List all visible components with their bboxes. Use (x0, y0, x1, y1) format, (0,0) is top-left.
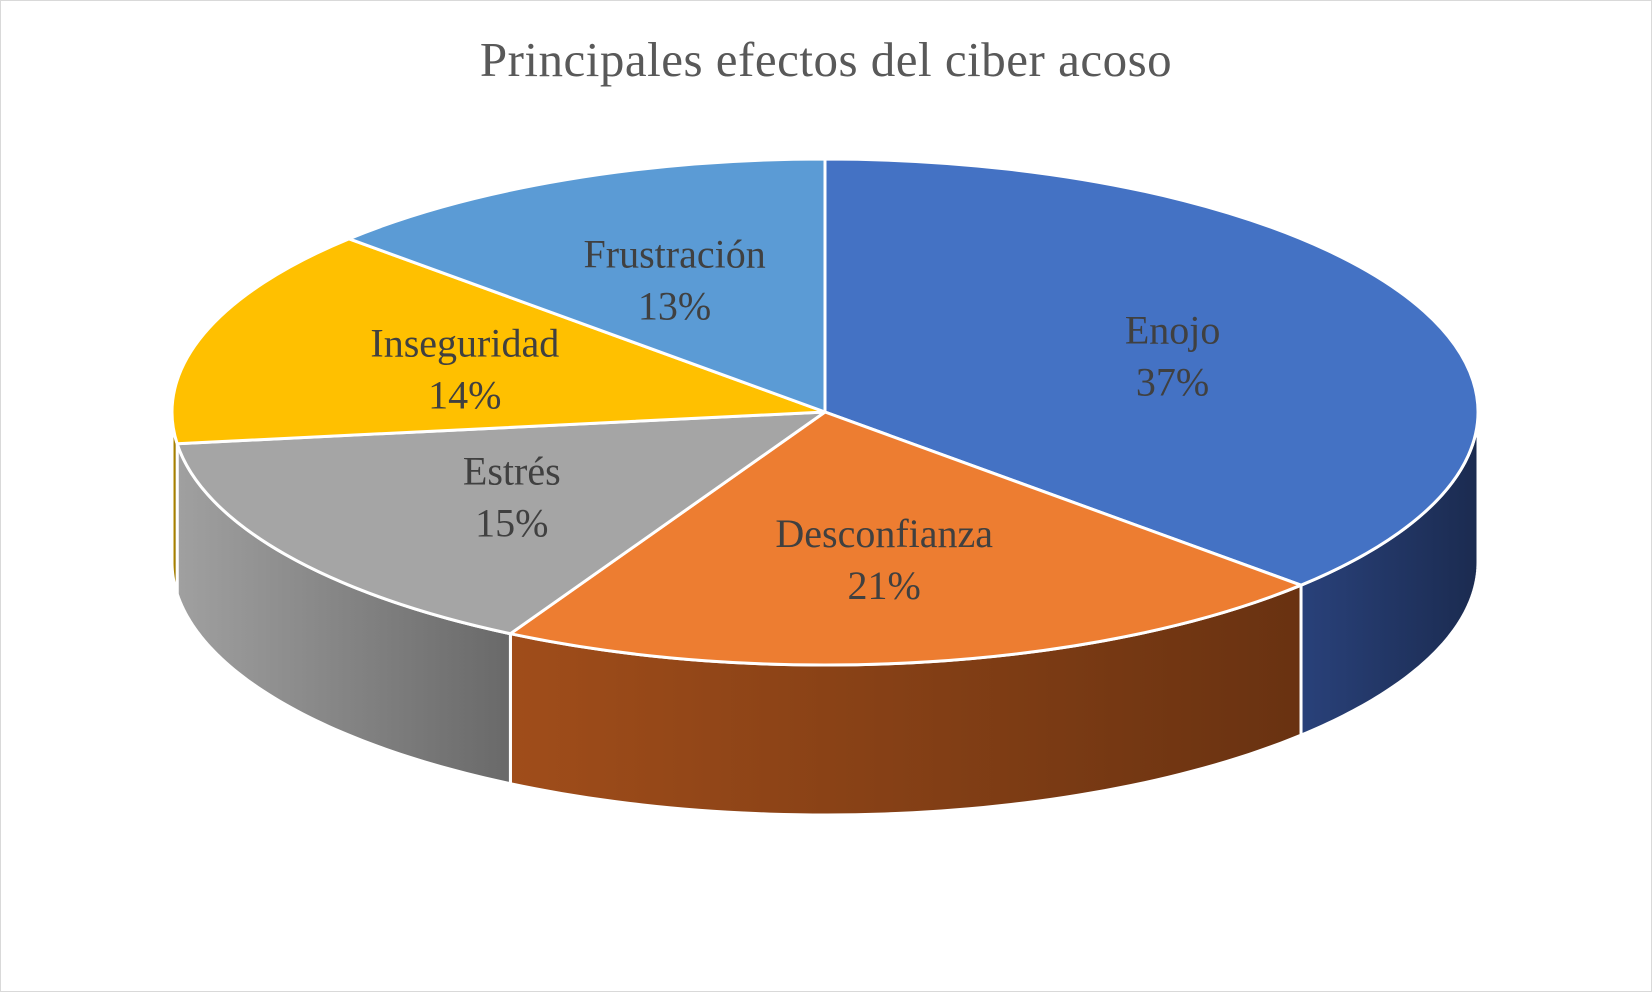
pie-slice-enojo (823, 157, 1480, 587)
data-label-category: Estrés (463, 449, 561, 494)
data-label-value: 37% (1136, 360, 1209, 405)
data-label-category: Inseguridad (370, 321, 559, 366)
pie-sides (170, 410, 1480, 817)
data-label-desconfianza: Desconfianza 21% (775, 511, 993, 608)
pie-slice-frustracion (347, 157, 827, 414)
pie-tops (170, 157, 1480, 667)
data-label-frustracion: Frustración 13% (584, 231, 766, 328)
data-label-enojo: Enojo 37% (1125, 308, 1221, 405)
data-label-value: 21% (848, 563, 921, 608)
data-label-value: 13% (638, 283, 711, 328)
pie-slice-estres (175, 410, 827, 636)
data-label-category: Desconfianza (775, 511, 993, 556)
pie-labels: Enojo 37% Desconfianza 21% Estrés 15% Inseguri… (370, 231, 1220, 608)
data-label-category: Enojo (1125, 308, 1221, 353)
pie-slice-inseguridad (170, 237, 827, 446)
pie-slice-desconfianza (508, 410, 1303, 667)
data-label-value: 14% (428, 373, 501, 418)
data-label-category: Frustración (584, 231, 766, 276)
data-label-inseguridad: Inseguridad 14% (370, 321, 559, 418)
data-label-estres: Estrés 15% (463, 449, 561, 546)
chart-title: Principales efectos del ciber acoso (479, 32, 1173, 87)
data-label-value: 15% (475, 501, 548, 546)
